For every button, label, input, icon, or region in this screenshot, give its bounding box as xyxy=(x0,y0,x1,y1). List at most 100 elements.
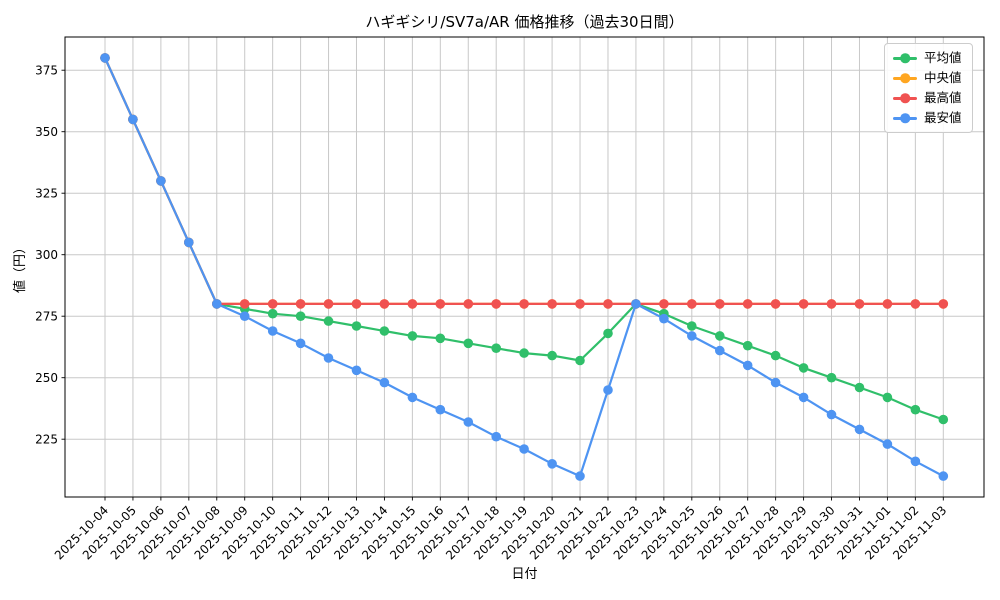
series-marker-min xyxy=(435,404,446,415)
series-marker-mean xyxy=(770,350,781,361)
y-tick-label: 300 xyxy=(35,248,58,262)
series-marker-mean xyxy=(715,331,725,341)
series-marker-min xyxy=(351,365,362,376)
y-tick-label: 275 xyxy=(35,309,58,323)
series-marker-min xyxy=(826,409,837,420)
series-marker-min xyxy=(156,176,166,186)
y-tick-label: 250 xyxy=(35,371,58,385)
y-tick-label: 375 xyxy=(35,63,58,77)
legend-label-min: 最安値 xyxy=(924,109,962,125)
y-axis-label: 値（円） xyxy=(13,240,29,294)
series-marker-mean xyxy=(854,382,865,393)
series-marker-max xyxy=(826,299,837,309)
series-marker-min xyxy=(323,353,334,363)
series-marker-max xyxy=(351,299,362,309)
series-marker-min xyxy=(798,392,809,403)
legend-dot-min xyxy=(900,113,910,123)
series-marker-max xyxy=(295,299,306,309)
series-marker-min xyxy=(128,114,138,125)
series-marker-max xyxy=(854,299,865,309)
series-marker-max xyxy=(742,299,753,309)
legend-marker-min xyxy=(893,113,917,123)
series-marker-mean xyxy=(295,311,306,322)
series-marker-max xyxy=(882,299,893,309)
series-marker-min xyxy=(575,471,585,481)
series-marker-max xyxy=(659,299,669,309)
legend-label-mean: 平均値 xyxy=(924,49,962,65)
chart-title: ハギギシリ/SV7a/AR 価格推移（過去30日間） xyxy=(365,13,684,31)
series-marker-mean xyxy=(323,316,334,326)
series-marker-mean xyxy=(603,328,613,339)
legend-item-mean: 平均値 xyxy=(893,51,962,65)
series-marker-mean xyxy=(938,414,949,425)
series-marker-max xyxy=(715,299,725,309)
legend-marker-mean xyxy=(893,53,917,63)
series-marker-max xyxy=(687,299,697,309)
series-marker-min xyxy=(715,345,725,356)
legend-label-median: 中央値 xyxy=(924,69,962,85)
series-marker-max xyxy=(323,299,334,309)
legend-marker-max xyxy=(893,93,917,103)
series-marker-mean xyxy=(351,321,362,331)
series-marker-min xyxy=(659,313,669,324)
series-marker-min xyxy=(770,377,781,388)
series-marker-min xyxy=(910,456,921,467)
series-marker-mean xyxy=(463,338,474,349)
series-marker-min xyxy=(267,326,278,336)
series-marker-min xyxy=(100,53,110,63)
series-marker-min xyxy=(938,471,949,481)
series-marker-max xyxy=(519,299,529,309)
series-marker-min xyxy=(742,360,753,371)
series-marker-max xyxy=(798,299,809,309)
series-marker-mean xyxy=(575,355,585,366)
series-marker-mean xyxy=(407,331,418,341)
series-marker-max xyxy=(463,299,474,309)
series-marker-max xyxy=(267,299,278,309)
legend-label-max: 最高値 xyxy=(924,89,962,105)
series-marker-mean xyxy=(379,326,390,336)
series-marker-max xyxy=(938,299,949,309)
series-marker-mean xyxy=(910,404,921,415)
legend-dot-max xyxy=(900,93,910,103)
series-marker-mean xyxy=(798,363,809,373)
series-marker-min xyxy=(854,424,865,435)
y-tick-label: 325 xyxy=(35,186,58,200)
legend-marker-median xyxy=(893,73,917,83)
legend-item-max: 最高値 xyxy=(893,91,962,105)
series-marker-max xyxy=(379,299,390,309)
series-marker-mean xyxy=(435,333,446,344)
series-marker-mean xyxy=(267,308,278,319)
legend-dot-mean xyxy=(900,53,910,63)
series-marker-mean xyxy=(882,392,893,403)
series-marker-max xyxy=(407,299,418,309)
series-marker-mean xyxy=(491,343,502,354)
y-tick-label: 225 xyxy=(35,432,58,446)
series-marker-max xyxy=(770,299,781,309)
series-marker-max xyxy=(575,299,585,309)
series-marker-min xyxy=(603,385,613,395)
legend: 平均値 中央値 最高値 最安値 xyxy=(884,43,973,133)
series-marker-max xyxy=(239,299,250,309)
series-marker-min xyxy=(379,377,390,388)
series-marker-min xyxy=(882,439,893,449)
series-marker-min xyxy=(519,444,529,454)
series-marker-max xyxy=(491,299,502,309)
series-marker-min xyxy=(184,237,194,248)
series-marker-mean xyxy=(742,340,753,351)
legend-item-median: 中央値 xyxy=(893,71,962,85)
legend-item-min: 最安値 xyxy=(893,111,962,125)
series-marker-min xyxy=(491,431,502,442)
series-marker-min xyxy=(463,417,474,427)
series-marker-mean xyxy=(519,348,529,358)
series-marker-min xyxy=(631,299,641,309)
series-marker-min xyxy=(295,338,306,349)
x-axis-label: 日付 xyxy=(511,567,538,582)
legend-dot-median xyxy=(900,73,910,83)
series-marker-min xyxy=(547,459,557,469)
series-marker-max xyxy=(910,299,921,309)
series-marker-mean xyxy=(547,350,557,361)
series-marker-min xyxy=(239,311,250,322)
series-marker-min xyxy=(687,331,697,341)
